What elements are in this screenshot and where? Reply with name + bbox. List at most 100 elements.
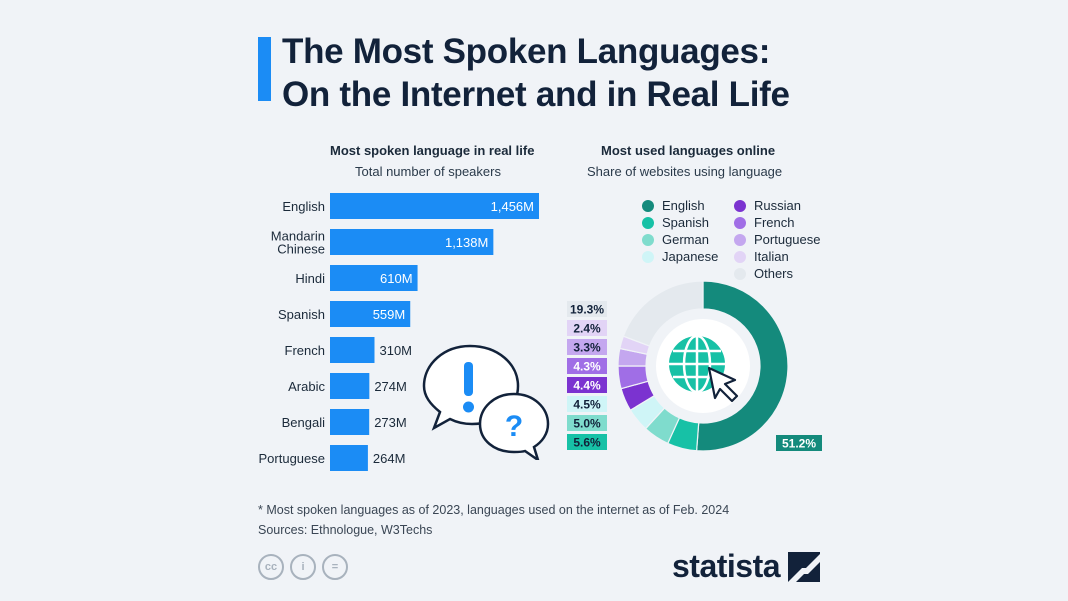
legend-item: Portuguese (734, 232, 821, 247)
bar (330, 337, 375, 363)
value-label: 310M (379, 343, 412, 358)
left-panel-heading: Most spoken language in real life (330, 143, 535, 158)
category-label: Bengali (282, 415, 325, 430)
legend-swatch (734, 199, 746, 212)
category-label: Portuguese (259, 451, 326, 466)
legend-label: French (754, 215, 795, 230)
title-line-1: The Most Spoken Languages: (282, 32, 771, 71)
pct-label-box (567, 377, 607, 393)
category-label: Mandarin (271, 229, 325, 244)
category-label: French (285, 343, 325, 358)
pct-label: 2.4% (573, 322, 601, 336)
bar (330, 265, 418, 291)
legend-label: English (662, 198, 705, 213)
legend-swatch (734, 250, 746, 263)
legend-swatch (642, 216, 654, 229)
pct-label-box (567, 358, 607, 374)
pct-label: 4.4% (573, 379, 601, 393)
legend-label: Portuguese (754, 232, 821, 247)
legend-swatch (642, 199, 654, 212)
license-icons: cc i = (258, 554, 348, 580)
category-label: Arabic (288, 379, 325, 394)
question-bubble-icon (478, 392, 550, 460)
brand-wordmark: statista (672, 548, 781, 584)
legend-label: Italian (754, 249, 789, 264)
category-label: English (282, 199, 325, 214)
legend-item: Russian (734, 198, 801, 213)
donut-slice (695, 280, 789, 452)
legend-item: Others (734, 266, 793, 281)
legend-item: Italian (734, 249, 789, 264)
left-panel-subheading: Total number of speakers (355, 164, 501, 179)
pct-label: 5.0% (573, 417, 601, 431)
value-label: 273M (374, 415, 407, 430)
pct-label: 4.3% (573, 360, 601, 374)
legend-swatch (734, 233, 746, 246)
globe-meridian (682, 334, 712, 394)
legend-label: Spanish (662, 215, 709, 230)
cursor-icon (707, 366, 739, 403)
pct-label-box (567, 320, 607, 336)
right-panel-heading: Most used languages online (601, 143, 776, 158)
pct-label-box (567, 396, 607, 412)
legend-swatch (734, 267, 746, 280)
value-label: 1,138M (445, 235, 488, 250)
bar (330, 373, 370, 399)
legend-label: German (662, 232, 709, 247)
bar (330, 301, 411, 327)
value-label: 610M (380, 271, 413, 286)
sources-line: Sources: Ethnologue, W3Techs (258, 523, 433, 537)
pct-label: 51.2% (782, 437, 816, 451)
page-title: The Most Spoken Languages: On the Intern… (282, 30, 790, 116)
speech-bubbles-illustration: ? (422, 344, 550, 460)
legend-item: Spanish (642, 215, 709, 230)
creative-commons-icon[interactable]: cc (258, 554, 284, 580)
donut-slice (622, 280, 704, 347)
right-panel-subheading: Share of websites using language (587, 164, 783, 179)
footnote-line: * Most spoken languages as of 2023, lang… (258, 503, 730, 517)
value-label: 559M (373, 307, 406, 322)
legend-item: Japanese (642, 249, 718, 264)
legend-label: Russian (754, 198, 801, 213)
pct-label: 19.3% (570, 303, 604, 317)
no-derivatives-icon[interactable]: = (322, 554, 348, 580)
pct-label-box (567, 434, 607, 450)
globe-cursor-icon (656, 319, 750, 413)
value-label: 1,456M (491, 199, 534, 214)
value-label: 274M (374, 379, 407, 394)
statista-mark-icon (788, 551, 821, 582)
bar (330, 193, 539, 219)
legend-item: German (642, 232, 709, 247)
legend-swatch (734, 216, 746, 229)
value-label: 264M (373, 451, 406, 466)
websites-donut-chart: 19.3% 2.4% 3.3% 4.3% 4.4% 4.5% 5.0% 5.6% 51.2% (567, 280, 822, 452)
footnote: * Most spoken languages as of 2023, lang… (258, 500, 729, 540)
category-label: Spanish (278, 307, 325, 322)
category-label: Hindi (295, 271, 325, 286)
legend-swatch (642, 233, 654, 246)
legend-item: English (642, 198, 705, 213)
category-label: Chinese (277, 242, 325, 257)
pct-label: 3.3% (573, 341, 601, 355)
legend-swatch (642, 250, 654, 263)
bar (330, 229, 494, 255)
pct-label: 4.5% (573, 398, 601, 412)
pct-label-box (567, 301, 607, 317)
statista-logo[interactable]: statista (672, 548, 821, 585)
pct-label-box (567, 339, 607, 355)
question-mark: ? (505, 410, 523, 443)
title-line-2: On the Internet and in Real Life (282, 75, 790, 114)
legend-label: Others (754, 266, 794, 281)
pct-label-box (567, 415, 607, 431)
exclamation-mark-bar (464, 362, 473, 396)
attribution-icon[interactable]: i (290, 554, 316, 580)
legend-item: French (734, 215, 794, 230)
bar (330, 409, 370, 435)
pct-label: 5.6% (573, 436, 601, 450)
legend-label: Japanese (662, 249, 719, 264)
exclamation-mark-dot (463, 401, 474, 413)
title-accent-bar (258, 37, 271, 101)
pct-label-box (776, 435, 822, 451)
bar (330, 445, 368, 471)
